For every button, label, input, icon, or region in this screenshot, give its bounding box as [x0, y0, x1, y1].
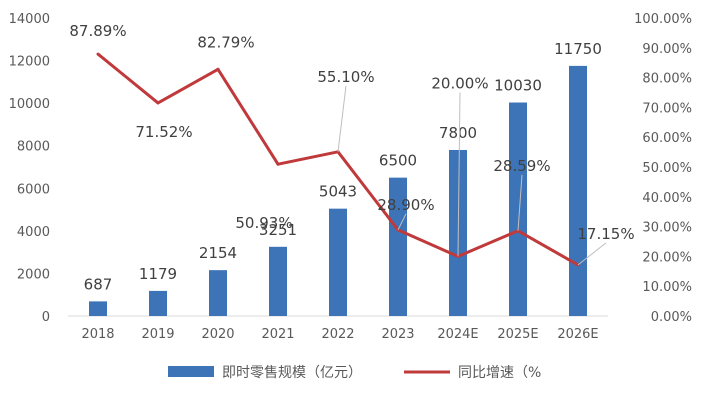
y-left-tick-label: 0 [42, 310, 50, 325]
y-right-tick-label: 100.00% [634, 12, 692, 27]
x-tick-label: 2025E [497, 327, 538, 342]
bar [389, 177, 407, 316]
y-left-tick-label: 8000 [17, 140, 50, 155]
x-tick-label: 2018 [81, 327, 114, 342]
line-value-label: 87.89% [69, 22, 126, 40]
label-leader-line [337, 85, 347, 152]
bar-value-label: 6500 [379, 152, 417, 170]
bar [89, 301, 107, 316]
axes-group: 0 2000 4000 6000 8000 10000 12000 14000 0.00% 10.… [9, 12, 692, 342]
y-left-tick-label: 14000 [9, 12, 50, 27]
line-value-label: 50.93% [235, 214, 292, 232]
line-value-label: 28.90% [377, 196, 434, 214]
line-value-label: 71.52% [135, 123, 192, 141]
y-right-tick-label: 10.00% [642, 280, 692, 295]
y-right-tick-label: 50.00% [642, 161, 692, 176]
legend-swatch-bar [168, 366, 214, 377]
line-value-label: 20.00% [431, 74, 488, 92]
line-point [216, 67, 220, 71]
y-left-tick-label: 10000 [9, 97, 50, 112]
bar-value-label: 687 [84, 275, 113, 293]
label-leader-line [517, 174, 523, 231]
y-right-tick-label: 60.00% [642, 131, 692, 146]
bar [329, 208, 347, 316]
x-tick-label: 2023 [381, 327, 414, 342]
bar-value-label: 3251 [259, 221, 297, 239]
bar [569, 65, 587, 317]
y-right-tick-label: 20.00% [642, 250, 692, 265]
y-right-tick-label: 70.00% [642, 101, 692, 116]
bar [209, 270, 227, 316]
bar [269, 246, 287, 316]
line-value-label: 55.10% [317, 68, 374, 86]
label-leader-line [457, 92, 461, 257]
x-tick-label: 2021 [261, 327, 294, 342]
y-right-tick-label: 0.00% [651, 310, 692, 325]
y-right-tick-label: 40.00% [642, 191, 692, 206]
bar-value-label: 2154 [199, 244, 237, 262]
line-value-label: 82.79% [197, 33, 254, 51]
x-tick-label: 2024E [437, 327, 478, 342]
x-tick-label: 2022 [321, 327, 354, 342]
bars-group [89, 65, 587, 317]
label-leader-line [397, 213, 407, 231]
x-tick-label: 2026E [557, 327, 598, 342]
y-right-tick-label: 80.00% [642, 72, 692, 87]
y-right-tick-label: 90.00% [642, 42, 692, 57]
y-left-tick-label: 4000 [17, 225, 50, 240]
x-tick-label: 2020 [201, 327, 234, 342]
bar [509, 102, 527, 316]
line-value-label: 28.59% [493, 157, 550, 175]
y-left-tick-label: 2000 [17, 267, 50, 282]
y-left-tick-label: 6000 [17, 182, 50, 197]
line-value-label: 17.15% [577, 225, 634, 243]
line-point [156, 101, 160, 105]
data-labels-group: 687 1179 2154 3251 5043 6500 7800 10030 11750 87.… [69, 22, 634, 293]
bar-value-label: 7800 [439, 124, 477, 142]
bar-value-label: 10030 [494, 77, 542, 95]
legend-label-line: 同比增速（% [458, 365, 541, 381]
label-leader-line [577, 242, 607, 266]
y-right-tick-label: 30.00% [642, 221, 692, 236]
legend: 即时零售规模（亿元） 同比增速（% [168, 365, 541, 381]
y-left-tick-label: 12000 [9, 55, 50, 70]
line-point [276, 162, 280, 166]
bar-value-label: 5043 [319, 183, 357, 201]
bar-value-label: 11750 [554, 40, 602, 58]
x-tick-label: 2019 [141, 327, 174, 342]
bar [149, 290, 167, 316]
legend-label-bar: 即时零售规模（亿元） [222, 365, 362, 381]
bar-value-label: 1179 [139, 265, 177, 283]
line-point [96, 52, 100, 56]
